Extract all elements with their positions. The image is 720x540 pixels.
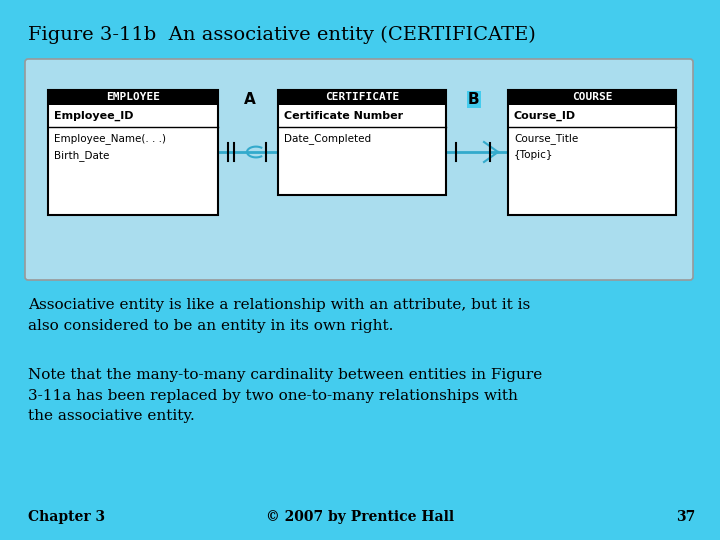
Text: EMPLOYEE: EMPLOYEE (106, 92, 160, 103)
Text: Certificate Number: Certificate Number (284, 111, 403, 121)
Text: Employee_Name(. . .): Employee_Name(. . .) (54, 133, 166, 144)
Text: © 2007 by Prentice Hall: © 2007 by Prentice Hall (266, 510, 454, 524)
Text: Employee_ID: Employee_ID (54, 111, 133, 121)
Bar (48, 90, 218, 105)
Text: Chapter 3: Chapter 3 (28, 510, 105, 524)
Text: Associative entity is like a relationship with an attribute, but it is
also cons: Associative entity is like a relationshi… (28, 298, 530, 333)
Bar (278, 90, 446, 105)
Text: Birth_Date: Birth_Date (54, 150, 109, 161)
Bar (508, 90, 676, 215)
Bar (48, 90, 218, 215)
Text: COURSE: COURSE (572, 92, 612, 103)
Text: CERTIFICATE: CERTIFICATE (325, 92, 399, 103)
Text: {Topic}: {Topic} (514, 150, 554, 160)
Text: Figure 3-11b  An associative entity (CERTIFICATE): Figure 3-11b An associative entity (CERT… (28, 26, 536, 44)
Text: B: B (468, 92, 480, 107)
Text: Course_ID: Course_ID (514, 111, 576, 121)
Bar (508, 90, 676, 105)
FancyBboxPatch shape (25, 59, 693, 280)
Text: Note that the many-to-many cardinality between entities in Figure
3-11a has been: Note that the many-to-many cardinality b… (28, 368, 542, 423)
Text: Date_Completed: Date_Completed (284, 133, 371, 144)
Text: 37: 37 (676, 510, 695, 524)
Bar (278, 90, 446, 195)
Text: Course_Title: Course_Title (514, 133, 578, 144)
Text: A: A (244, 92, 256, 107)
